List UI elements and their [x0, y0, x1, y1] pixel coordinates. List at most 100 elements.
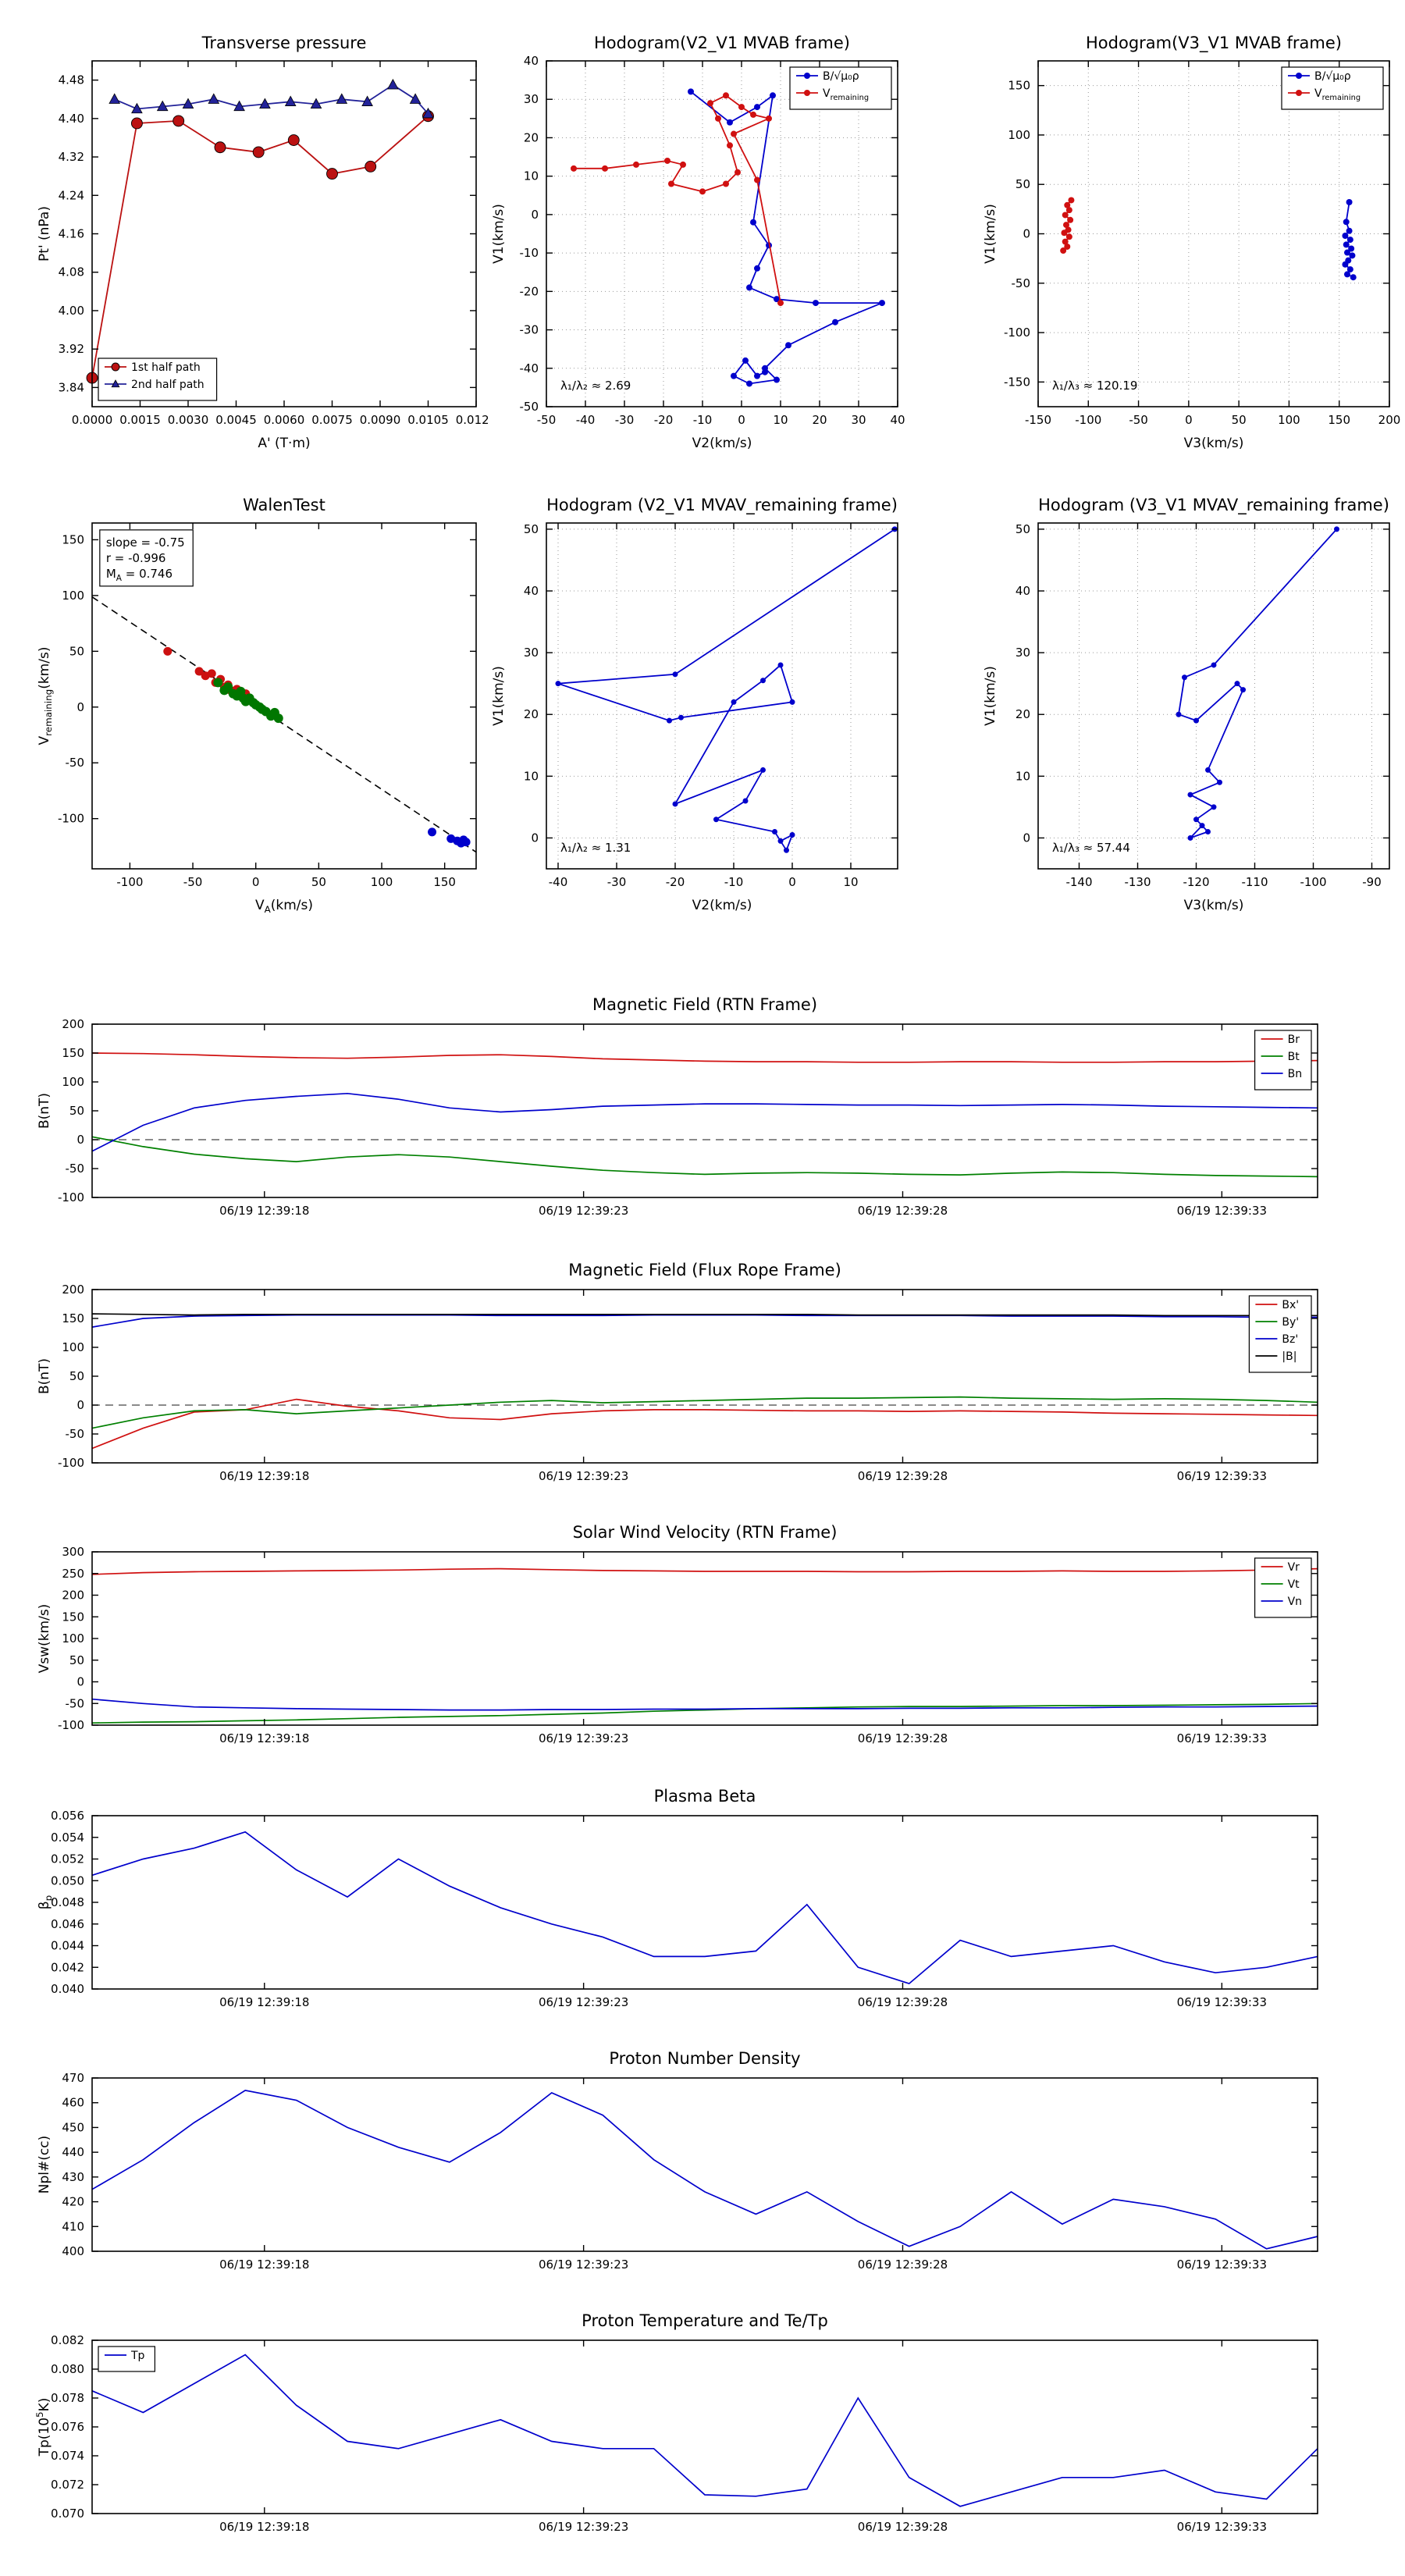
svg-text:0.050: 0.050 — [51, 1873, 84, 1888]
svg-text:-20: -20 — [666, 875, 685, 889]
svg-text:-100: -100 — [58, 1718, 84, 1732]
svg-text:-40: -40 — [576, 413, 596, 427]
svg-text:0.0030: 0.0030 — [168, 413, 209, 427]
svg-text:06/19 12:39:33: 06/19 12:39:33 — [1177, 1204, 1267, 1218]
svg-text:Vremaining: Vremaining — [1314, 87, 1361, 102]
svg-text:Bn: Bn — [1288, 1068, 1302, 1080]
svg-text:4.40: 4.40 — [59, 112, 84, 126]
svg-text:0: 0 — [738, 413, 745, 427]
transverse-pressure-plot: 0.0000 0.0015 0.0030 0.0045 0.0060 0.0075 0.00… — [37, 60, 488, 451]
svg-text:-110: -110 — [1241, 875, 1268, 889]
svg-text:0.046: 0.046 — [51, 1917, 84, 1931]
svg-text:Br: Br — [1288, 1034, 1300, 1046]
svg-text:-20: -20 — [654, 413, 674, 427]
svg-text:Bz': Bz' — [1282, 1333, 1298, 1346]
svg-text:MA = 0.746: MA = 0.746 — [106, 567, 173, 583]
chart-title: Solar Wind Velocity (RTN Frame) — [572, 1523, 838, 1542]
hodogram-v2v1-mvav-chart: Hodogram (V2_V1 MVAV_remaining frame) -4… — [488, 476, 909, 935]
svg-text:06/19 12:39:28: 06/19 12:39:28 — [858, 2258, 948, 2272]
svg-text:-10: -10 — [693, 413, 713, 427]
svg-text:200: 200 — [62, 1017, 84, 1031]
svg-text:06/19 12:39:23: 06/19 12:39:23 — [539, 2258, 628, 2272]
svg-text:0: 0 — [1023, 831, 1030, 845]
svg-text:06/19 12:39:18: 06/19 12:39:18 — [219, 2258, 309, 2272]
svg-text:-30: -30 — [615, 413, 635, 427]
svg-text:Bt: Bt — [1288, 1051, 1300, 1063]
chart-title: Magnetic Field (RTN Frame) — [592, 995, 818, 1014]
chart-title: Hodogram(V2_V1 MVAB frame) — [594, 34, 850, 52]
svg-text:-100: -100 — [1075, 413, 1101, 427]
svg-text:06/19 12:39:28: 06/19 12:39:28 — [858, 1204, 948, 1218]
svg-text:V1(km/s): V1(km/s) — [983, 204, 998, 264]
svg-text:λ₁/λ₂ ≈ 2.69: λ₁/λ₂ ≈ 2.69 — [560, 379, 631, 393]
chart-title: Hodogram(V3_V1 MVAB frame) — [1086, 34, 1342, 52]
chart-title: Proton Temperature and Te/Tp — [582, 2311, 828, 2330]
svg-text:0.0015: 0.0015 — [119, 413, 161, 427]
svg-text:-50: -50 — [66, 1696, 85, 1710]
svg-text:300: 300 — [62, 1545, 84, 1559]
svg-text:-20: -20 — [520, 284, 539, 298]
svg-text:0.0105: 0.0105 — [407, 413, 449, 427]
proton-number-density-chart: Proton Number Density 06/19 12:39:18 06/1… — [23, 2047, 1374, 2281]
chart-title: WalenTest — [243, 496, 325, 514]
svg-text:50: 50 — [311, 875, 326, 889]
svg-text:-30: -30 — [607, 875, 627, 889]
svg-text:20: 20 — [524, 707, 539, 721]
svg-text:06/19 12:39:28: 06/19 12:39:28 — [858, 1469, 948, 1483]
svg-text:Tp: Tp — [130, 2350, 145, 2362]
svg-text:0: 0 — [788, 875, 796, 889]
proton-temperature-chart: Proton Temperature and Te/Tp 06/19 12:39… — [23, 2309, 1374, 2543]
svg-text:0.0120: 0.0120 — [456, 413, 488, 427]
svg-text:-40: -40 — [520, 361, 539, 375]
svg-text:Vn: Vn — [1288, 1596, 1302, 1608]
svg-text:0.078: 0.078 — [51, 2391, 84, 2405]
svg-text:30: 30 — [524, 646, 539, 660]
svg-text:0.070: 0.070 — [51, 2507, 84, 2521]
svg-text:4.32: 4.32 — [59, 150, 84, 164]
svg-text:4.00: 4.00 — [59, 304, 84, 318]
magnetic-field-rtn-chart: Magnetic Field (RTN Frame) 06/19 12:39:1… — [23, 993, 1374, 1227]
proton-temperature-plot: 06/19 12:39:18 06/19 12:39:23 06/19 12:39:… — [34, 2333, 1318, 2534]
svg-text:-50: -50 — [1012, 276, 1031, 290]
svg-text:06/19 12:39:33: 06/19 12:39:33 — [1177, 1731, 1267, 1745]
svg-text:-50: -50 — [1129, 413, 1148, 427]
svg-text:V1(km/s): V1(km/s) — [491, 666, 507, 726]
svg-text:-100: -100 — [58, 812, 84, 826]
svg-text:1st half path: 1st half path — [131, 361, 201, 374]
svg-text:0.072: 0.072 — [51, 2478, 84, 2492]
chart-title: Proton Number Density — [609, 2049, 801, 2068]
svg-text:V2(km/s): V2(km/s) — [692, 898, 752, 913]
svg-text:0.052: 0.052 — [51, 1852, 84, 1866]
svg-text:200: 200 — [62, 1589, 84, 1603]
svg-text:0: 0 — [252, 875, 260, 889]
svg-text:-100: -100 — [58, 1190, 84, 1204]
svg-text:10: 10 — [773, 413, 788, 427]
svg-text:Vsw(km/s): Vsw(km/s) — [37, 1604, 52, 1674]
svg-text:3.84: 3.84 — [59, 380, 84, 394]
svg-text:4.24: 4.24 — [59, 188, 84, 202]
svg-text:30: 30 — [1016, 646, 1030, 660]
svg-text:2nd half path: 2nd half path — [131, 379, 205, 391]
svg-text:50: 50 — [1016, 177, 1030, 191]
svg-text:Vremaining: Vremaining — [823, 87, 869, 102]
svg-text:0: 0 — [531, 831, 539, 845]
svg-text:Npl#(cc): Npl#(cc) — [37, 2136, 52, 2194]
svg-text:B(nT): B(nT) — [37, 1358, 52, 1394]
svg-text:40: 40 — [524, 54, 539, 68]
svg-text:10: 10 — [524, 169, 539, 183]
svg-text:150: 150 — [62, 1046, 84, 1060]
svg-text:0.080: 0.080 — [51, 2362, 84, 2376]
svg-text:0.076: 0.076 — [51, 2420, 84, 2434]
svg-text:0: 0 — [76, 1675, 84, 1689]
svg-text:0.0090: 0.0090 — [360, 413, 401, 427]
svg-text:400: 400 — [62, 2244, 84, 2258]
svg-text:40: 40 — [524, 584, 539, 598]
svg-text:06/19 12:39:28: 06/19 12:39:28 — [858, 1995, 948, 2009]
svg-text:B/√μ₀ρ: B/√μ₀ρ — [823, 70, 859, 83]
svg-text:VA(km/s): VA(km/s) — [255, 898, 313, 915]
svg-text:460: 460 — [62, 2096, 84, 2110]
svg-text:0.042: 0.042 — [51, 1960, 84, 1974]
svg-text:150: 150 — [1008, 79, 1030, 93]
svg-text:r = -0.996: r = -0.996 — [106, 551, 166, 565]
